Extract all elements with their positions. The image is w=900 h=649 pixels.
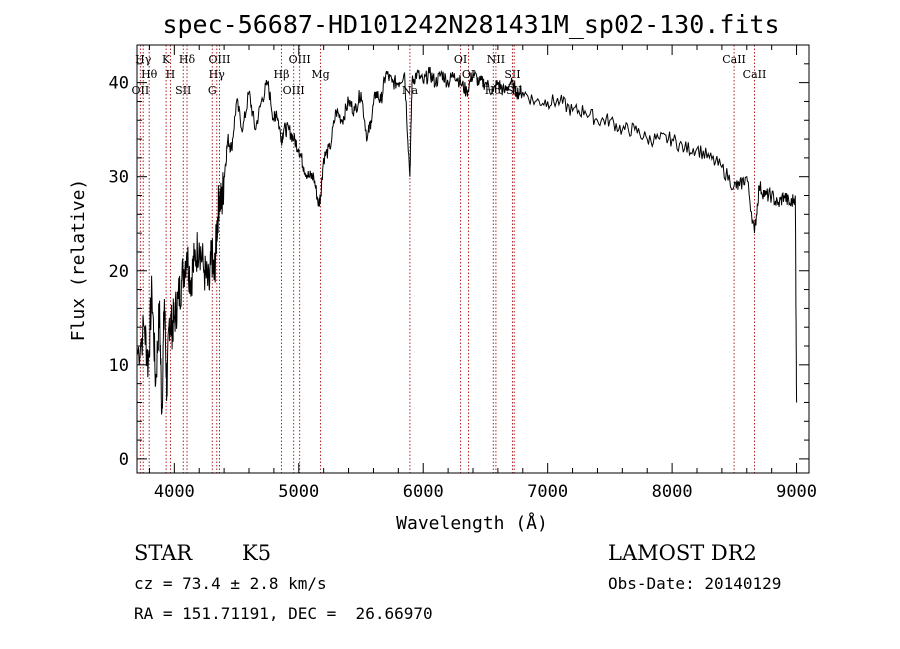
spectral-line-label: CaII — [722, 53, 746, 66]
spectral-line-label: Na — [402, 84, 419, 97]
spectral-line-label: OIII — [289, 53, 311, 66]
x-tick-label: 5000 — [278, 482, 319, 502]
series-layer — [136, 66, 798, 415]
x-tick-label: 6000 — [403, 482, 444, 502]
spectral-line-label: OIII — [208, 53, 230, 66]
spectral-line-label: OIII — [283, 84, 305, 97]
y-tick-label: 0 — [119, 450, 129, 470]
x-tick-label: 9000 — [776, 482, 817, 502]
y-tick-label: 20 — [109, 262, 129, 282]
x-tick-label: 7000 — [527, 482, 568, 502]
spectral-line-label: NII — [487, 53, 505, 66]
spectral-lines-layer: HγHθOIIKHSIIHδHγGOIIIHβOIIIOIIIMgNaOIOIH… — [132, 45, 767, 473]
spectral-line-label: H — [166, 68, 176, 81]
ticks-layer: 4000 5000 6000 7000 8000 9000 0 10 20 30 40 — [109, 44, 817, 502]
spectral-line-label: Mg — [311, 68, 329, 81]
spectral-line-label: Hγ — [209, 68, 226, 81]
spectral-line-label: K — [162, 53, 171, 66]
object-class: STAR — [134, 541, 193, 565]
redshift-cz: cz = 73.4 ± 2.8 km/s — [134, 574, 327, 593]
y-tick-label: 30 — [109, 168, 129, 188]
observation-date: Obs-Date: 20140129 — [608, 574, 782, 593]
x-tick-label: 8000 — [652, 482, 693, 502]
spectral-line-label: Hδ — [179, 53, 196, 66]
spectral-line-label: SII — [175, 84, 191, 97]
spectral-line-label: OII — [132, 84, 150, 97]
spectral-line-label: CaII — [743, 68, 767, 81]
y-axis-label: Flux (relative) — [68, 179, 89, 342]
survey-name: LAMOST DR2 — [608, 541, 757, 565]
spectral-line-label: G — [208, 84, 217, 97]
y-tick-label: 40 — [109, 74, 129, 94]
spectral-line-label: Hγ — [135, 53, 152, 66]
object-subclass: K5 — [242, 541, 272, 565]
spectral-line-label: Hβ — [274, 68, 290, 81]
chart-title: spec-56687-HD101242N281431M_sp02-130.fit… — [162, 10, 779, 39]
coordinates: RA = 151.71191, DEC = 26.66970 — [134, 604, 433, 623]
flux-series-line — [136, 66, 798, 415]
spectral-line-label: SII — [504, 68, 520, 81]
x-tick-label: 4000 — [154, 482, 195, 502]
x-axis-label: Wavelength (Å) — [396, 512, 548, 534]
spectral-line-label: Hθ — [141, 68, 158, 81]
y-tick-label: 10 — [109, 356, 129, 376]
spectral-line-label: OI — [454, 53, 467, 66]
